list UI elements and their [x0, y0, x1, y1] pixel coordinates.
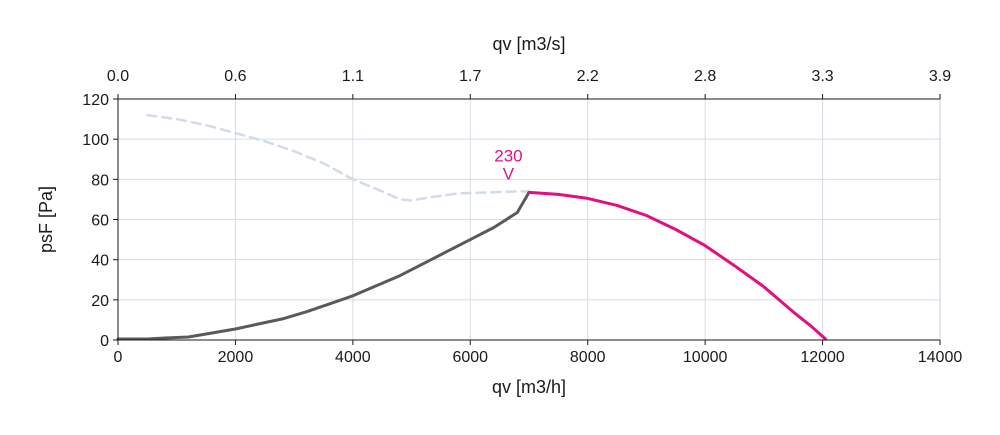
bottom-tick-label: 8000 — [570, 349, 606, 366]
series-group — [116, 113, 827, 341]
bottom-tick-label: 0 — [114, 349, 123, 366]
bottom-axis-label: qv [m3/h] — [492, 377, 566, 397]
left-tick-label: 120 — [82, 92, 109, 109]
top-tick-label: 3.9 — [929, 68, 951, 85]
top-tick-label: 1.7 — [459, 68, 481, 85]
left-tick-label: 100 — [82, 132, 109, 149]
bottom-tick-label: 4000 — [335, 349, 371, 366]
top-tick-label: 3.3 — [811, 68, 833, 85]
bottom-tick-label: 14000 — [918, 349, 963, 366]
annotation-voltage-value: 230 — [494, 146, 522, 165]
series-line-1 — [146, 113, 531, 202]
top-tick-label: 0.6 — [224, 68, 246, 85]
bottom-tick-label: 12000 — [800, 349, 845, 366]
annotation-voltage-unit: V — [503, 164, 515, 183]
bottom-tick-label: 2000 — [218, 349, 254, 366]
axes: 0 2000 4000 6000 8000 10000 12000 14000 0.0 0.6 1.… — [82, 68, 962, 366]
left-tick-label: 80 — [91, 172, 109, 189]
left-tick-label: 40 — [91, 253, 109, 270]
bottom-tick-label: 6000 — [452, 349, 488, 366]
left-tick-label: 60 — [91, 213, 109, 230]
top-tick-label: 1.1 — [342, 68, 364, 85]
top-axis-label: qv [m3/s] — [492, 34, 565, 54]
left-axis-label: psF [Pa] — [36, 186, 56, 253]
bottom-tick-label: 10000 — [683, 349, 728, 366]
top-tick-label: 0.0 — [107, 68, 129, 85]
top-tick-label: 2.2 — [577, 68, 599, 85]
series-line-2 — [116, 190, 531, 341]
left-tick-label: 0 — [100, 333, 109, 350]
top-tick-label: 2.8 — [694, 68, 716, 85]
series-line-3 — [527, 190, 827, 341]
left-tick-label: 20 — [91, 293, 109, 310]
